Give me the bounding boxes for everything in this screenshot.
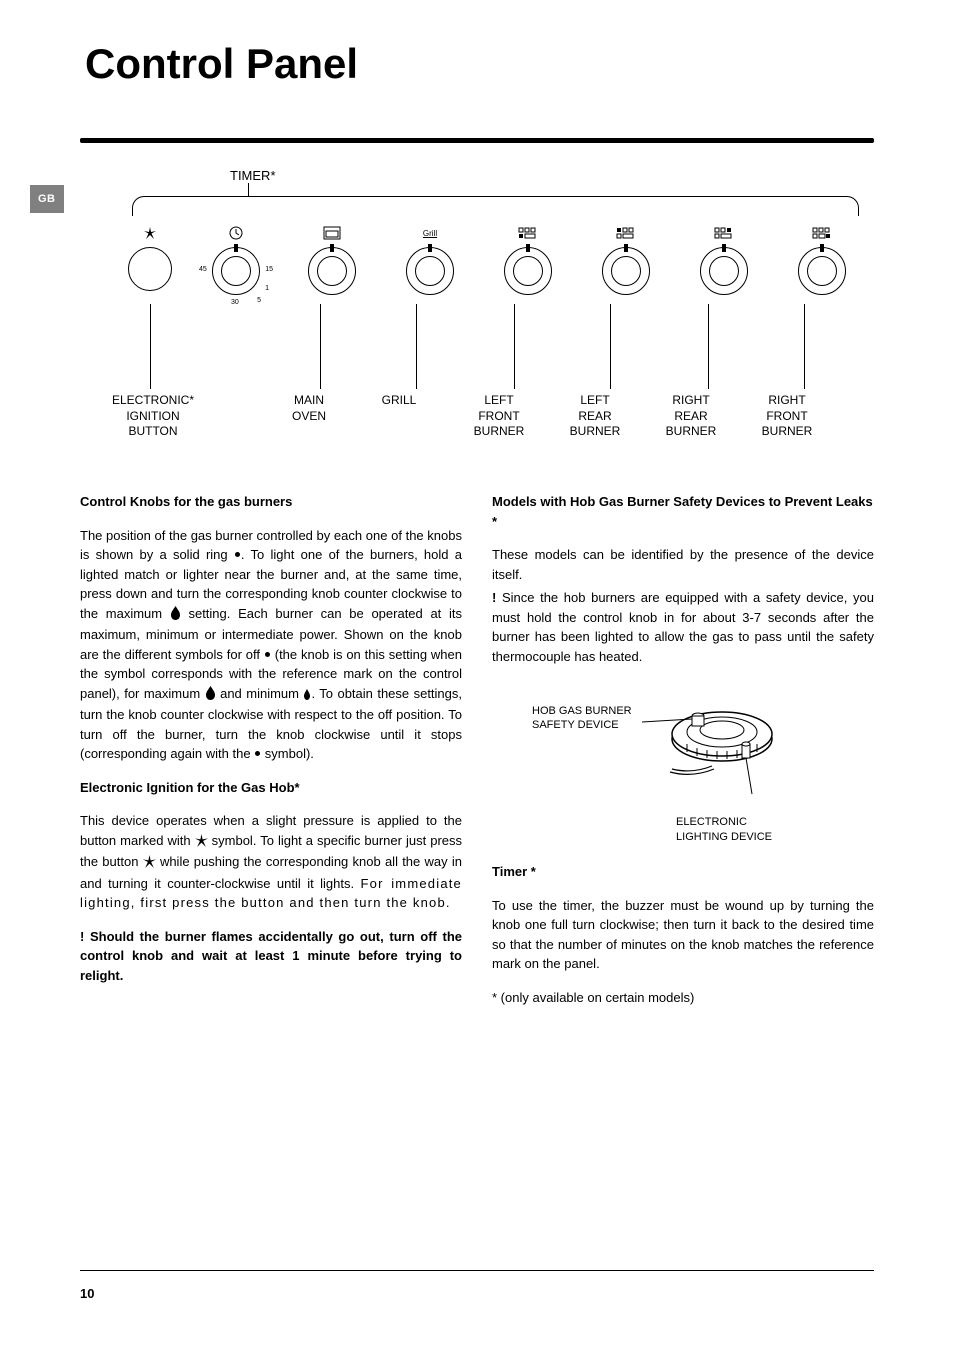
grill-knob: Grill <box>390 223 470 295</box>
leader-1 <box>150 304 151 389</box>
timer-mark-15: 15 <box>265 266 273 273</box>
burner-icon-lf <box>517 223 539 243</box>
body-columns: Control Knobs for the gas burners The po… <box>80 488 874 1021</box>
grill-icon: Grill <box>423 223 437 243</box>
lr-knob-circle <box>602 247 650 295</box>
para-safety-1: These models can be identified by the pr… <box>492 545 874 584</box>
timer-mark-5: 5 <box>257 297 261 304</box>
timer-label: TIMER* <box>230 168 276 183</box>
burner-icon-rf <box>811 223 833 243</box>
heading-timer: Timer * <box>492 862 874 882</box>
leader-7 <box>804 304 805 389</box>
oven-icon <box>323 223 341 243</box>
para-timer: To use the timer, the buzzer must be wou… <box>492 896 874 974</box>
p2-text: Since the hob burners are equipped with … <box>492 590 874 664</box>
dot-icon-3 <box>255 751 260 756</box>
rr-knob-circle <box>700 247 748 295</box>
p2-prefix: ! <box>492 590 502 605</box>
page-title: Control Panel <box>85 40 874 88</box>
leader-2 <box>320 304 321 389</box>
knob-label-row: ELECTRONIC*IGNITIONBUTTON MAINOVEN GRILL… <box>100 393 874 440</box>
ignition-knob-circle <box>128 247 172 291</box>
flame-large-icon-2 <box>205 686 216 706</box>
timer-mark-45: 45 <box>199 266 207 273</box>
gb-tab: GB <box>30 185 64 213</box>
right-rear-burner-knob <box>684 223 764 295</box>
p1e: and minimum <box>216 686 304 701</box>
label-lf: LEFTFRONTBURNER <box>464 393 534 440</box>
timer-knob-circle: 45 30 15 5 1 <box>212 247 260 295</box>
leader-5 <box>610 304 611 389</box>
knob-row: 45 30 15 5 1 Grill <box>120 223 874 295</box>
spark-icon-inline <box>195 833 208 853</box>
label-grill: GRILL <box>364 393 434 440</box>
spark-icon-inline-2 <box>143 854 156 874</box>
burner-safety-diagram: HOB GAS BURNERSAFETY DEVICE <box>532 684 782 844</box>
left-column: Control Knobs for the gas burners The po… <box>80 488 462 1021</box>
bracket <box>132 196 859 216</box>
right-column: Models with Hob Gas Burner Safety Device… <box>492 488 874 1021</box>
para-safety-2: ! Since the hob burners are equipped wit… <box>492 588 874 666</box>
p1g: symbol). <box>261 746 314 761</box>
label-ignition: ELECTRONIC*IGNITIONBUTTON <box>100 393 206 440</box>
warn-text: Should the burner flames accidentally go… <box>80 929 462 983</box>
leader-6 <box>708 304 709 389</box>
timer-mark-1: 1 <box>265 285 269 292</box>
para-ignition: This device operates when a slight press… <box>80 811 462 913</box>
heading-safety: Models with Hob Gas Burner Safety Device… <box>492 492 874 531</box>
right-front-burner-knob <box>782 223 862 295</box>
left-rear-burner-knob <box>586 223 666 295</box>
burner-icon-lr <box>615 223 637 243</box>
para-knobs: The position of the gas burner controlle… <box>80 526 462 764</box>
footnote: * (only available on certain models) <box>492 988 874 1008</box>
dot-icon <box>235 552 240 557</box>
burner-icon-rr <box>713 223 735 243</box>
flame-large-icon <box>170 606 181 626</box>
left-front-burner-knob <box>488 223 568 295</box>
warn-prefix: ! <box>80 929 90 944</box>
footer-divider <box>80 1270 874 1271</box>
label-main-oven: MAINOVEN <box>274 393 344 440</box>
page-number: 10 <box>80 1286 94 1301</box>
timer-knob: 45 30 15 5 1 <box>198 223 274 295</box>
label-lr: LEFTREARBURNER <box>560 393 630 440</box>
lf-knob-circle <box>504 247 552 295</box>
main-oven-knob <box>292 223 372 295</box>
heading-knobs: Control Knobs for the gas burners <box>80 492 462 512</box>
lighting-device-label: ELECTRONICLIGHTING DEVICE <box>676 815 772 844</box>
control-panel-diagram: TIMER* 45 30 15 5 1 <box>80 168 874 468</box>
ignition-button-knob <box>120 223 180 295</box>
safety-device-label: HOB GAS BURNERSAFETY DEVICE <box>532 704 632 733</box>
bracket-stem <box>248 183 249 196</box>
heading-ignition: Electronic Ignition for the Gas Hob* <box>80 778 462 798</box>
leader-3 <box>416 304 417 389</box>
leader-4 <box>514 304 515 389</box>
timer-mark-30: 30 <box>231 299 239 306</box>
label-rr: RIGHTREARBURNER <box>656 393 726 440</box>
spark-icon <box>144 223 156 243</box>
warning-ignition: ! Should the burner flames accidentally … <box>80 927 462 986</box>
divider-bar <box>80 138 874 143</box>
oven-knob-circle <box>308 247 356 295</box>
burner-svg <box>642 694 782 814</box>
rf-knob-circle <box>798 247 846 295</box>
clock-icon <box>229 223 243 243</box>
grill-knob-circle <box>406 247 454 295</box>
dot-icon-2 <box>265 652 270 657</box>
label-rf: RIGHTFRONTBURNER <box>752 393 822 440</box>
